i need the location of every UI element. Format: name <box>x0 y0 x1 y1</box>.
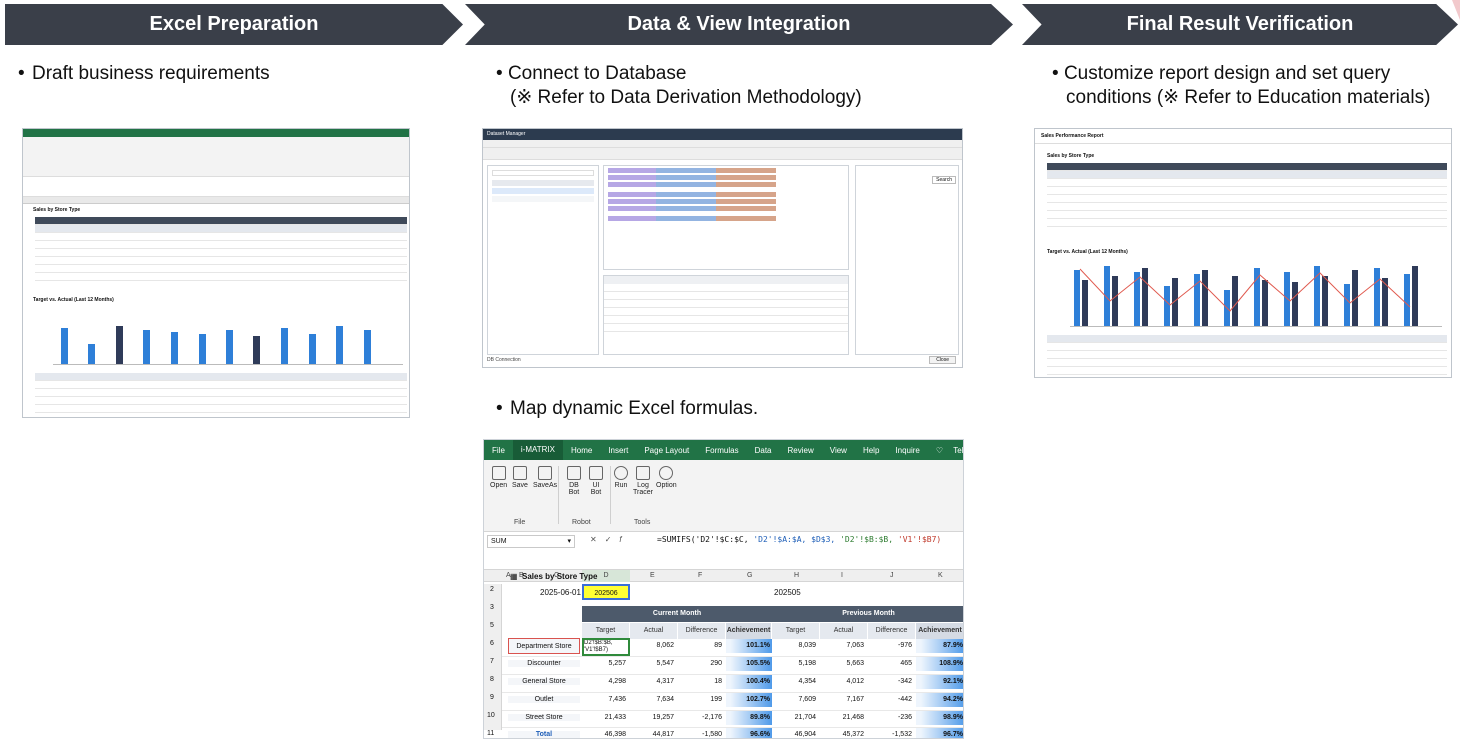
tab-view[interactable]: View <box>829 445 847 455</box>
step-title: Excel Preparation <box>149 13 319 35</box>
save-as-button[interactable]: SaveAs <box>533 466 557 489</box>
sheet-title: Sales by Store Type <box>522 572 598 581</box>
tab-page-layout[interactable]: Page Layout <box>644 445 690 455</box>
save-icon <box>512 466 527 480</box>
ribbon-toolbar: Open Save SaveAs File DB Bot UI Bot Robo… <box>484 460 963 532</box>
report-section-title: Sales by Store Type <box>1047 153 1095 159</box>
option-button[interactable]: Option <box>656 466 677 489</box>
tab-help[interactable]: Help <box>862 445 880 455</box>
tab-insert[interactable]: Insert <box>608 445 629 455</box>
group-label-robot: Robot <box>572 519 591 526</box>
report-chart-title: Target vs. Actual (Last 12 Months) <box>1047 249 1128 255</box>
search-button[interactable]: Search <box>932 176 956 184</box>
fx-icon[interactable]: f <box>619 535 630 544</box>
excel-preparation-screenshot: Sales by Store Type Target vs. Actual (L… <box>22 128 410 418</box>
name-box[interactable]: SUM ▾ <box>487 535 575 548</box>
current-period-cell[interactable]: 202506 <box>582 584 630 600</box>
formula-buttons: ✕✓f <box>590 535 630 544</box>
chart-title: Target vs. Actual (Last 12 Months) <box>33 297 114 303</box>
formula-input[interactable]: =SUMIFS('D2'!$C:$C, 'D2'!$A:$A, $D$3, 'D… <box>657 535 942 544</box>
printer-icon <box>636 466 650 480</box>
tab-data[interactable]: Data <box>754 445 772 455</box>
robot-icon <box>589 466 603 480</box>
tab-formulas[interactable]: Formulas <box>705 445 739 455</box>
window-title: Dataset Manager <box>483 129 962 140</box>
status-text: DB Connection <box>487 357 521 363</box>
database-icon <box>567 466 581 480</box>
folder-icon <box>491 466 506 480</box>
group-header-previous: Previous Month <box>772 606 963 622</box>
dataset-list-pane <box>487 165 599 355</box>
step-banner-excel-preparation: Excel Preparation <box>5 4 463 45</box>
active-cell-editing[interactable]: D2'!$B:$B, 'V1'!$B7) <box>582 638 630 656</box>
step-title: Final Result Verification <box>1126 13 1354 35</box>
tab-file[interactable]: File <box>492 445 505 455</box>
group-label-file: File <box>514 519 526 526</box>
tab-i-matrix[interactable]: i-MATRIX <box>512 440 563 460</box>
bullet-draft-requirements: • Draft business requirements <box>18 63 270 84</box>
play-icon <box>614 466 628 480</box>
sheet-grid: 2 3 5 6 7 8 9 10 11 12 ▦ Sales by Store … <box>484 572 963 738</box>
data-preview-pane <box>603 275 849 355</box>
report-title: Sales Performance Report <box>1041 133 1104 139</box>
step-banner-data-view-integration: Data & View Integration <box>465 4 1013 45</box>
ribbon-tabs: File i-MATRIX Home Insert Page Layout Fo… <box>484 440 963 460</box>
gear-icon <box>659 466 674 480</box>
log-tracer-button[interactable]: Log Tracer <box>632 466 654 496</box>
sheet-title: Sales by Store Type <box>33 207 81 213</box>
tab-inquire[interactable]: Inquire <box>895 445 920 455</box>
tab-home[interactable]: Home <box>570 445 593 455</box>
cancel-icon[interactable]: ✕ <box>590 535 605 544</box>
column-headers: A B C D E F G H I J K <box>484 570 963 582</box>
excel-formula-mapping-screenshot: File i-MATRIX Home Insert Page Layout Fo… <box>483 439 964 739</box>
bullet-customize-report: • Customize report design and set query … <box>1052 63 1431 108</box>
dataset-manager-screenshot: Dataset Manager Search DB Connection Clo… <box>482 128 963 368</box>
step-banner-final-result-verification: Final Result Verification <box>1022 4 1458 45</box>
tell-me-search[interactable]: ♡ Tell me what you want to do <box>935 445 964 455</box>
open-button[interactable]: Open <box>490 466 507 489</box>
chevron-down-icon: ▾ <box>567 538 571 545</box>
save-button[interactable]: Save <box>512 466 528 489</box>
previous-period-cell[interactable]: 202505 <box>774 588 801 597</box>
save-as-icon <box>538 466 553 480</box>
close-button[interactable]: Close <box>929 356 956 364</box>
bullet-connect-db: • Connect to Database (※ Refer to Data D… <box>496 63 862 108</box>
sql-editor-pane <box>603 165 849 270</box>
check-icon[interactable]: ✓ <box>604 535 620 544</box>
formula-bar: SUM ▾ ✕✓f =SUMIFS('D2'!$C:$C, 'D2'!$A:$A,… <box>484 532 963 570</box>
corner-decoration <box>1452 0 1460 20</box>
run-button[interactable]: Run <box>614 466 628 489</box>
group-label-tools: Tools <box>634 519 651 526</box>
date-cell[interactable]: 2025-06-01 <box>540 588 581 597</box>
table-icon: ▦ <box>510 572 518 581</box>
group-header-current: Current Month <box>582 606 772 622</box>
db-bot-button[interactable]: DB Bot <box>564 466 584 496</box>
tab-review[interactable]: Review <box>787 445 814 455</box>
final-report-screenshot: Sales Performance Report Sales by Store … <box>1034 128 1452 378</box>
bullet-map-formulas: • Map dynamic Excel formulas. <box>496 398 759 419</box>
ui-bot-button[interactable]: UI Bot <box>587 466 605 496</box>
object-browser-pane: Search <box>855 165 959 355</box>
step-title: Data & View Integration <box>627 13 851 35</box>
